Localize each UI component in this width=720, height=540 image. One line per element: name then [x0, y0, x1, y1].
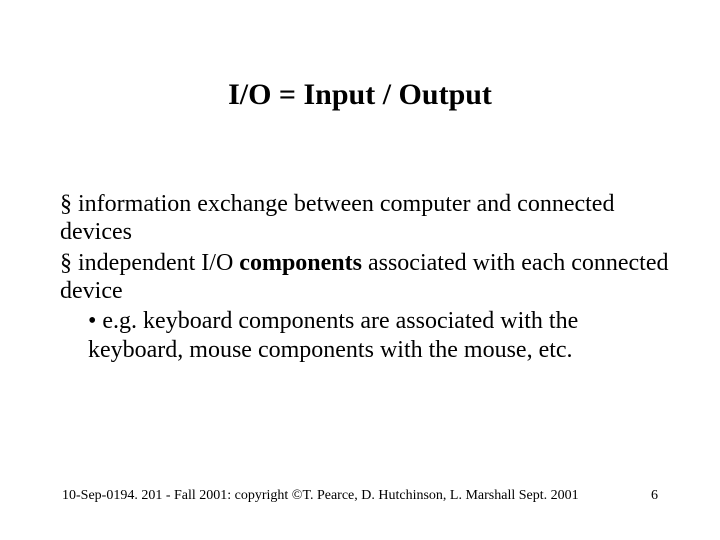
sub-bullet-text: e.g. keyboard components are associated … [88, 308, 578, 362]
bullet-item: § independent I/O components associated … [60, 249, 670, 306]
bullet-marker-icon: § [60, 250, 72, 276]
footer-copyright: 10-Sep-0194. 201 - Fall 2001: copyright … [62, 488, 579, 504]
body-text: § information exchange between computer … [60, 190, 670, 364]
bullet-marker-icon: § [60, 191, 72, 217]
bullet-text: information exchange between computer an… [60, 191, 614, 245]
bullet-text-bold: components [239, 250, 362, 276]
slide: I/O = Input / Output § information excha… [0, 0, 720, 540]
bullet-text-prefix: independent I/O [72, 250, 239, 276]
sub-bullet-item: • e.g. keyboard components are associate… [60, 307, 670, 364]
bullet-item: § information exchange between computer … [60, 190, 670, 247]
slide-title: I/O = Input / Output [0, 78, 720, 112]
page-number: 6 [651, 488, 658, 504]
